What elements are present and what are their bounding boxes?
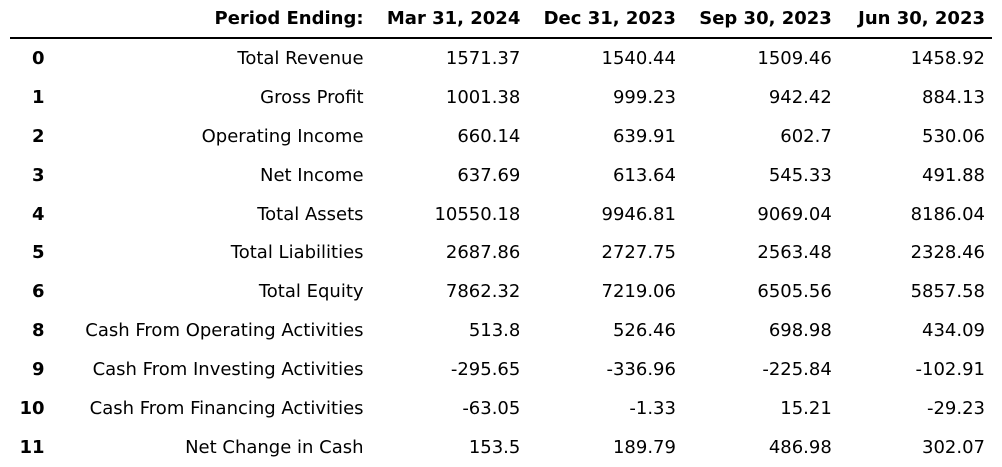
row-value: 2687.86 [445,242,521,264]
row-value: 5857.58 [910,281,985,303]
table-row: 0 Total Revenue 1571.37 1540.44 1509.46 … [10,38,992,78]
row-label: Net Change in Cash [185,436,364,458]
row-value: 8186.04 [910,203,985,225]
row-value: -225.84 [762,359,832,381]
table-row: 8 Cash From Operating Activities 513.8 5… [10,311,992,350]
row-value: 153.5 [468,436,521,458]
row-value: 602.7 [780,125,832,147]
row-value: 7862.32 [445,281,521,303]
row-index: 0 [32,47,45,69]
table-row: 9 Cash From Investing Activities -295.65… [10,350,992,389]
row-index: 2 [32,125,45,147]
row-value: 10550.18 [434,203,521,225]
row-value: 942.42 [768,86,832,108]
table-row: 1 Gross Profit 1001.38 999.23 942.42 884… [10,78,992,117]
row-value: 1001.38 [445,86,521,108]
row-label: Net Income [259,164,364,186]
row-value: 698.98 [768,320,832,342]
row-value: 2563.48 [757,242,832,264]
row-value: 526.46 [612,320,676,342]
row-value: 513.8 [468,320,521,342]
row-value: 660.14 [457,125,521,147]
row-value: -102.91 [915,359,985,381]
row-label: Operating Income [201,125,364,147]
row-index: 5 [32,242,45,264]
table-row: 4 Total Assets 10550.18 9946.81 9069.04 … [10,195,992,234]
row-value: -1.33 [629,397,676,419]
table-row: 5 Total Liabilities 2687.86 2727.75 2563… [10,233,992,272]
row-value: 491.88 [922,164,985,186]
row-value: 999.23 [612,86,676,108]
header-index-cell [10,0,52,39]
row-value: 434.09 [922,320,985,342]
row-index: 6 [32,281,45,303]
table-row: 2 Operating Income 660.14 639.91 602.7 5… [10,117,992,156]
row-value: 1571.37 [445,47,521,69]
row-value: 1540.44 [601,47,676,69]
header-row: Period Ending: Mar 31, 2024 Dec 31, 2023… [10,0,992,39]
row-value: 637.69 [457,164,521,186]
row-value: 6505.56 [757,281,832,303]
row-label: Total Revenue [237,47,364,69]
row-value: -63.05 [462,397,521,419]
row-index: 8 [32,320,45,342]
row-value: 2328.46 [910,242,985,264]
row-label: Cash From Operating Activities [85,320,364,342]
row-label: Total Assets [257,203,364,225]
table-header: Period Ending: Mar 31, 2024 Dec 31, 2023… [10,0,992,39]
row-value: 2727.75 [601,242,676,264]
table-row: 11 Net Change in Cash 153.5 189.79 486.9… [10,428,992,467]
row-value: 486.98 [768,436,832,458]
row-value: -29.23 [926,397,985,419]
row-index: 4 [32,203,45,225]
row-value: 1509.46 [757,47,832,69]
table-row: 3 Net Income 637.69 613.64 545.33 491.88 [10,156,992,195]
header-column: Sep 30, 2023 [682,0,839,39]
row-value: 302.07 [922,436,985,458]
row-value: 613.64 [612,164,676,186]
header-column: Dec 31, 2023 [527,0,683,39]
table-body: 0 Total Revenue 1571.37 1540.44 1509.46 … [10,38,992,467]
row-index: 1 [32,86,45,108]
row-value: 9069.04 [757,203,832,225]
row-value: 9946.81 [601,203,676,225]
row-index: 10 [19,397,45,419]
row-value: -336.96 [606,359,676,381]
row-index: 11 [19,436,45,458]
table-row: 10 Cash From Financing Activities -63.05… [10,389,992,428]
row-value: 530.06 [922,125,985,147]
financial-table: Period Ending: Mar 31, 2024 Dec 31, 2023… [10,0,992,467]
row-value: 1458.92 [910,47,985,69]
row-label: Cash From Investing Activities [92,359,364,381]
header-column: Jun 30, 2023 [838,0,992,39]
row-label: Total Equity [258,281,364,303]
row-index: 9 [32,359,45,381]
table-row: 6 Total Equity 7862.32 7219.06 6505.56 5… [10,272,992,311]
row-label: Gross Profit [260,86,364,108]
row-value: 7219.06 [601,281,676,303]
row-value: 15.21 [780,397,832,419]
row-value: -295.65 [450,359,521,381]
header-column: Mar 31, 2024 [370,0,528,39]
row-value: 189.79 [612,436,676,458]
row-value: 639.91 [612,125,676,147]
row-value: 545.33 [768,164,832,186]
row-value: 884.13 [922,86,985,108]
row-label: Total Liabilities [230,242,364,264]
row-index: 3 [32,164,45,186]
header-period-label: Period Ending: [51,0,371,39]
row-label: Cash From Financing Activities [89,397,364,419]
